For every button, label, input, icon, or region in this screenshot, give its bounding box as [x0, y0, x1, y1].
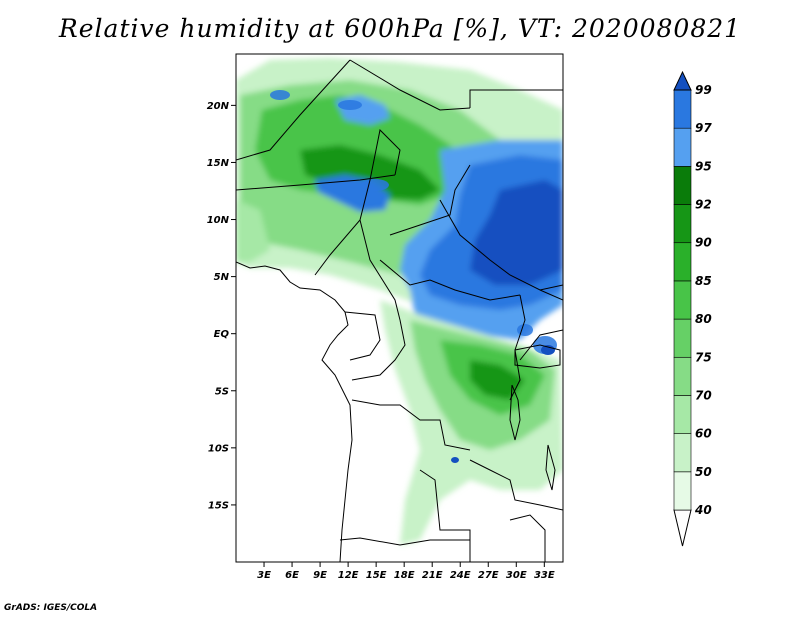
- border-niger-nigeria: [236, 174, 396, 191]
- lon-tick-label: 33E: [534, 570, 555, 581]
- colorbar-segment: [673, 166, 692, 205]
- humidity-zone-blue-core: [470, 180, 563, 285]
- border-lake-malawi: [545, 444, 556, 491]
- border-chad-car: [389, 164, 471, 236]
- border-niger-chad: [349, 59, 471, 111]
- colorbar-segment: [673, 356, 692, 396]
- lat-tick-label: 15S: [208, 500, 229, 511]
- lon-tick-label: 12E: [338, 570, 359, 581]
- colorbar-segment: [673, 89, 692, 129]
- lon-tick-label: 24E: [450, 570, 471, 581]
- border-zambia: [469, 459, 563, 511]
- colorbar: 40 50 60 70 75 80 85 90 92 95 97 99: [673, 70, 712, 547]
- border-southeast: [509, 514, 546, 562]
- country-borders: [236, 59, 563, 562]
- border-car-south: [379, 259, 521, 301]
- colorbar-segment-upper: [673, 70, 692, 91]
- map-frame: [235, 53, 564, 563]
- border-sahara-north: [236, 59, 351, 161]
- border-congo: [351, 319, 406, 381]
- colorbar-label: 60: [695, 427, 712, 441]
- humidity-zone-sahel-core: [300, 145, 440, 200]
- colorbar-segment: [673, 204, 692, 244]
- lat-tick-label: 5S: [215, 386, 229, 397]
- border-tanzania: [519, 329, 563, 361]
- lon-tick-label: 21E: [422, 570, 443, 581]
- lon-tick-label: 18E: [394, 570, 415, 581]
- border-chad-sudan: [469, 89, 563, 108]
- colorbar-label: 99: [695, 83, 712, 97]
- border-car-sudan: [439, 199, 563, 291]
- longitude-axis: 3E 6E 9E 12E 15E 18E 21E 24E 27E 30E 33E: [257, 562, 555, 581]
- border-cameroon: [359, 219, 401, 321]
- colorbar-segment: [673, 318, 692, 358]
- border-lake-tanganyika: [509, 384, 521, 441]
- colorbar-label: 40: [694, 503, 712, 517]
- border-angola-zambia: [419, 469, 471, 562]
- moist-blob: [451, 457, 459, 463]
- colorbar-label: 92: [695, 198, 712, 212]
- border-chad-east: [314, 128, 401, 276]
- lon-tick-label: 3E: [257, 570, 271, 581]
- moist-blob: [338, 100, 362, 110]
- border-drc-angola: [351, 399, 471, 451]
- moist-blob: [517, 324, 533, 336]
- humidity-zone-west-coast: [236, 200, 270, 262]
- chart-title: Relative humidity at 600hPa [%], VT: 202…: [58, 14, 742, 43]
- lat-tick-label: 10S: [208, 443, 229, 454]
- colorbar-label: 70: [695, 388, 712, 402]
- border-kenya: [539, 289, 563, 301]
- border-gabon: [344, 311, 381, 361]
- colorbar-label: 85: [695, 274, 712, 288]
- colorbar-segment: [673, 127, 692, 167]
- lat-tick-label: 20N: [207, 101, 230, 112]
- colorbar-segment: [673, 242, 692, 282]
- lon-tick-label: 6E: [285, 570, 299, 581]
- border-lake-victoria: [514, 344, 561, 369]
- colorbar-label: 97: [695, 121, 712, 135]
- colorbar-label: 80: [695, 312, 712, 326]
- humidity-field: [236, 58, 563, 545]
- colorbar-segment: [673, 471, 692, 511]
- colorbar-label: 90: [695, 236, 712, 250]
- colorbar-label: 75: [695, 350, 712, 364]
- moist-blob: [270, 90, 290, 100]
- colorbar-label: 95: [695, 159, 712, 173]
- colorbar-segment: [673, 433, 692, 473]
- border-angola-namibia: [339, 537, 470, 546]
- coastline: [236, 261, 353, 562]
- lon-tick-label: 30E: [506, 570, 527, 581]
- lat-tick-label: 5N: [214, 272, 230, 283]
- lat-tick-label: 15N: [207, 158, 230, 169]
- colorbar-segment: [673, 280, 692, 320]
- colorbar-segment-lower: [673, 509, 692, 547]
- colorbar-label: 50: [695, 465, 712, 479]
- lon-tick-label: 9E: [313, 570, 327, 581]
- colorbar-segment: [673, 395, 692, 434]
- latitude-axis: 20N 15N 10N 5N EQ 5S 10S 15S: [207, 101, 236, 511]
- lon-tick-label: 27E: [478, 570, 499, 581]
- lat-tick-label: 10N: [207, 215, 230, 226]
- moist-blob: [361, 179, 389, 191]
- lon-tick-label: 15E: [366, 570, 387, 581]
- lat-tick-label: EQ: [214, 329, 230, 340]
- credit-text: GrADS: IGES/COLA: [4, 603, 98, 613]
